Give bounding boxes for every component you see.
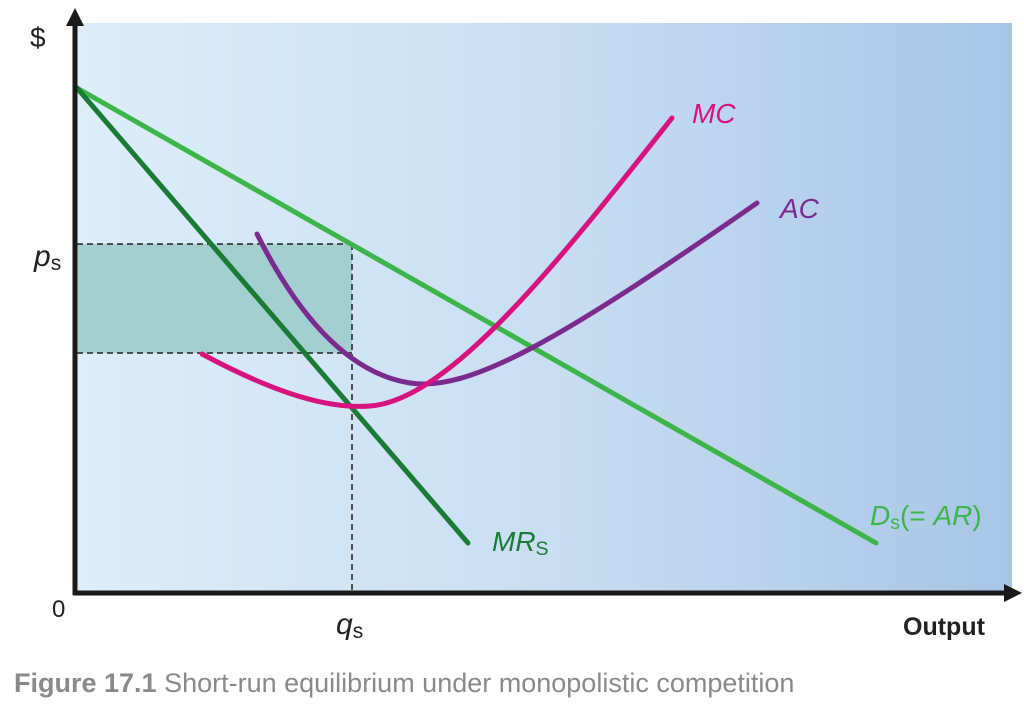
caption-text: Short-run equilibrium under monopolistic… bbox=[164, 668, 795, 698]
demand-label-main: D bbox=[870, 500, 891, 531]
quantity-label-sub: s bbox=[352, 620, 364, 644]
marginal-revenue-curve bbox=[74, 85, 471, 546]
quantity-label-main: q bbox=[336, 608, 353, 641]
price-label: ps bbox=[34, 240, 61, 276]
figure-caption: Figure 17.1 Short-run equilibrium under … bbox=[14, 668, 794, 699]
demand-label-open: (= bbox=[900, 500, 934, 531]
x-axis-label: Output bbox=[903, 613, 985, 641]
mr-label: MRS bbox=[492, 526, 549, 561]
demand-label-sub: s bbox=[890, 511, 901, 534]
y-axis-label: $ bbox=[30, 22, 46, 53]
origin-label: 0 bbox=[52, 596, 66, 623]
mr-label-main: MR bbox=[492, 526, 536, 557]
profit-area bbox=[77, 244, 352, 353]
demand-label: Ds(= AR) bbox=[870, 500, 982, 535]
price-label-sub: s bbox=[50, 252, 62, 276]
x-axis-arrow-icon bbox=[1004, 584, 1022, 602]
demand-label-close: ) bbox=[972, 500, 982, 531]
caption-number: Figure 17.1 bbox=[14, 668, 157, 698]
ac-label: AC bbox=[780, 193, 819, 224]
marginal-cost-curve bbox=[199, 115, 675, 409]
quantity-label: qs bbox=[336, 608, 363, 644]
mr-label-sub: S bbox=[535, 537, 549, 560]
demand-curve bbox=[74, 85, 879, 546]
y-axis-arrow-icon bbox=[66, 8, 84, 26]
price-label-main: p bbox=[34, 240, 51, 273]
demand-label-ar: AR bbox=[933, 500, 973, 531]
mc-label: MC bbox=[692, 98, 736, 129]
